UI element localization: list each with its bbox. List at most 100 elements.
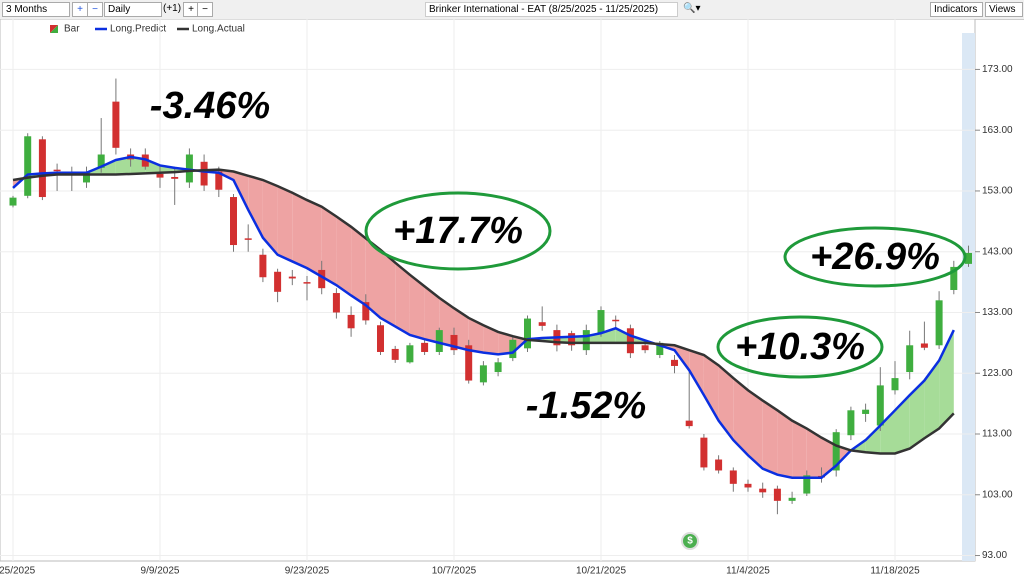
area-fill (762, 400, 778, 475)
candle-body (362, 302, 370, 321)
candle-body (303, 282, 311, 284)
offset-minus[interactable]: − (197, 2, 213, 17)
candle-body (582, 330, 590, 351)
candle-body (700, 437, 708, 468)
candle-body (715, 459, 723, 471)
candle-body (538, 322, 546, 326)
offset: (+1) (163, 3, 182, 14)
area-fill (380, 249, 396, 327)
area-fill (307, 200, 322, 277)
candle-body (920, 343, 928, 348)
series-line (12, 168, 955, 455)
candle-body (965, 252, 972, 264)
area-fill (262, 180, 278, 255)
y-tick-label: 133.00 (982, 307, 1013, 318)
candle-body (671, 359, 678, 366)
y-tick-label: 103.00 (982, 489, 1013, 500)
area-fill (439, 297, 454, 347)
period-select[interactable]: 3 Months (2, 2, 70, 17)
candle-body (524, 318, 531, 349)
search[interactable]: 🔍▾ (683, 3, 701, 14)
candle-body (509, 339, 517, 359)
candle-body (465, 345, 473, 381)
candle-body (24, 136, 32, 196)
candle-body (788, 497, 796, 501)
annotation: +10.3% (735, 326, 865, 368)
current-bar-highlight (962, 33, 975, 561)
area-fill (689, 350, 704, 396)
area-fill (395, 262, 410, 335)
area-fill (924, 360, 940, 439)
series-line (12, 155, 955, 480)
candle-body (803, 475, 811, 494)
symbol-title[interactable]: Brinker International - EAT (8/25/2025 -… (425, 2, 678, 17)
area-fill (115, 156, 131, 175)
dividend-icon[interactable] (681, 532, 699, 550)
dividend-icon-text: $ (687, 536, 693, 547)
annotation: -1.52% (526, 385, 646, 427)
candle-body (494, 362, 502, 373)
area-fill (733, 378, 748, 456)
candle-body (406, 345, 414, 363)
indicators-button[interactable]: Indicators (930, 2, 983, 17)
candle-body (215, 171, 223, 190)
x-tick-label: 9/9/2025 (141, 566, 180, 577)
legend: Bar Long.Predict Long.Actual (50, 24, 245, 35)
views-button[interactable]: Views (985, 2, 1023, 17)
candle-body (832, 432, 840, 471)
area-fill (718, 365, 734, 441)
candle-body (244, 238, 252, 240)
candle-body (288, 276, 296, 279)
candle-body (274, 271, 282, 292)
area-fill (483, 325, 499, 355)
candle-body (347, 314, 355, 329)
zoom-in[interactable]: + (72, 2, 88, 17)
x-tick-label: 10/7/2025 (432, 566, 477, 577)
x-tick-label: 8/25/2025 (0, 566, 36, 577)
candle-body (656, 342, 664, 356)
area-fill (277, 186, 293, 262)
interval-select[interactable]: Daily (104, 2, 162, 17)
candle-body (83, 171, 90, 183)
annotation: +17.7% (393, 210, 523, 252)
x-tick-label: 11/4/2025 (726, 566, 770, 577)
area-fill (895, 395, 910, 454)
y-tick-label: 153.00 (982, 186, 1013, 197)
y-tick-label: 163.00 (982, 125, 1013, 136)
area-fill (865, 425, 881, 454)
area-fill (777, 410, 793, 478)
candle-body (626, 328, 634, 354)
annotation-ellipse (716, 315, 884, 379)
candle-body (450, 334, 458, 351)
candle-body (259, 254, 267, 278)
candle-body (568, 333, 576, 346)
legend-label: Long.Predict (110, 24, 166, 35)
candle-body (685, 420, 693, 427)
area-fill (101, 159, 116, 175)
candle-body (97, 154, 105, 168)
candle-body (377, 325, 384, 352)
candle-body (156, 173, 164, 178)
candle-body (479, 365, 487, 383)
zoom-out[interactable]: − (87, 2, 103, 17)
candle-body (891, 378, 899, 391)
candle-body (935, 300, 943, 346)
candle-body (612, 319, 620, 322)
area-fill (351, 226, 366, 306)
candle-body (773, 488, 781, 501)
candle-body (641, 345, 649, 351)
candle-body (332, 293, 340, 313)
area-fill (365, 238, 381, 318)
area-fill (792, 420, 807, 478)
candle-body (435, 330, 443, 352)
area-fill (703, 355, 719, 421)
area-fill (880, 410, 895, 454)
annotation-ellipse (364, 191, 552, 271)
candle-body (391, 348, 399, 360)
candle-body (38, 139, 46, 198)
candle-body (112, 101, 120, 148)
area-fill (321, 206, 337, 286)
area-fill (409, 274, 425, 340)
x-tick-label: 10/21/2025 (576, 566, 626, 577)
